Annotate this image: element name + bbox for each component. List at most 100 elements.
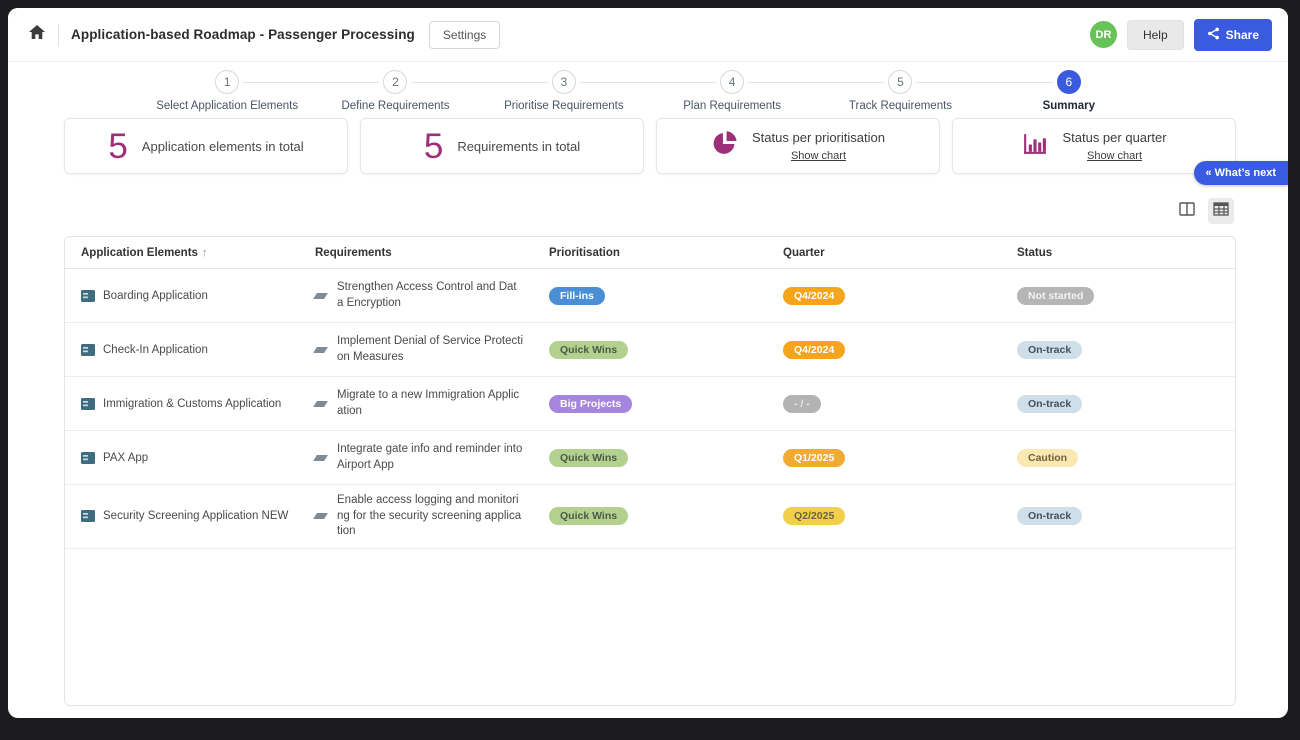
board-view-icon bbox=[1179, 201, 1195, 221]
share-button[interactable]: Share bbox=[1193, 18, 1272, 51]
board-view-toggle[interactable] bbox=[1174, 198, 1200, 224]
table-view-toggle[interactable] bbox=[1208, 198, 1234, 224]
application-element-icon bbox=[81, 451, 95, 464]
home-icon bbox=[29, 25, 45, 44]
avatar[interactable]: DR bbox=[1089, 21, 1117, 48]
home-button[interactable] bbox=[24, 22, 50, 48]
prioritisation-badge: Fill-ins bbox=[549, 286, 605, 305]
status-badge: Caution bbox=[1017, 448, 1079, 467]
step-label: Plan Requirements bbox=[683, 100, 782, 112]
requirement-icon bbox=[313, 346, 328, 353]
step-number: 3 bbox=[551, 70, 576, 94]
settings-button[interactable]: Settings bbox=[428, 20, 501, 49]
elements-total-label: Application elements in total bbox=[141, 138, 304, 154]
requirement-text: Strengthen Access Control and Data Encry… bbox=[337, 280, 517, 309]
requirement-text: Migrate to a new Immigration Application bbox=[337, 388, 520, 417]
requirement-text: Implement Denial of Service Protection M… bbox=[337, 334, 523, 363]
quarter-badge: Q4/2024 bbox=[783, 340, 846, 359]
requirements-total-value: 5 bbox=[423, 126, 444, 166]
summary-table: Application Elements ↑ Requirements Prio… bbox=[64, 236, 1236, 706]
step-number: 1 bbox=[215, 70, 240, 94]
application-element-name: Boarding Application bbox=[103, 289, 208, 302]
column-label: Status bbox=[1017, 247, 1053, 259]
status-badge: On-track bbox=[1017, 507, 1083, 526]
step-summary[interactable]: 6 Summary bbox=[984, 70, 1153, 112]
show-chart-link-prioritisation[interactable]: Show chart bbox=[790, 150, 846, 162]
table-row[interactable]: Boarding Application Strengthen Access C… bbox=[65, 269, 1235, 323]
step-prioritise-requirements[interactable]: 3 Prioritise Requirements bbox=[479, 70, 649, 112]
prioritisation-badge: Quick Wins bbox=[549, 448, 629, 467]
prioritisation-badge: Quick Wins bbox=[549, 507, 629, 526]
summary-cards: 5 Application elements in total 5 Requir… bbox=[64, 118, 1236, 174]
column-header-status[interactable]: Status bbox=[1001, 247, 1235, 259]
status-badge: On-track bbox=[1017, 340, 1083, 359]
step-select-application-elements[interactable]: 1 Select Application Elements bbox=[143, 70, 312, 112]
whats-next-button[interactable]: « What’s next bbox=[1193, 161, 1288, 185]
status-badge: On-track bbox=[1017, 394, 1083, 413]
step-number: 6 bbox=[1056, 70, 1081, 94]
step-number: 2 bbox=[383, 70, 408, 94]
quarter-badge: Q1/2025 bbox=[783, 448, 846, 467]
column-header-quarter[interactable]: Quarter bbox=[767, 247, 1001, 259]
table-row[interactable]: Security Screening Application NEW Enabl… bbox=[65, 485, 1235, 549]
requirement-icon bbox=[313, 292, 328, 299]
requirement-icon bbox=[313, 513, 328, 520]
column-label: Quarter bbox=[783, 247, 825, 259]
requirement-text: Enable access logging and monitoring for… bbox=[337, 494, 522, 538]
topbar-actions: DR Help Share bbox=[1089, 18, 1272, 51]
application-element-name: Immigration & Customs Application bbox=[103, 397, 282, 410]
application-element-name: Security Screening Application NEW bbox=[103, 510, 289, 523]
column-label: Prioritisation bbox=[549, 247, 620, 259]
card-application-elements-total: 5 Application elements in total bbox=[64, 118, 348, 174]
application-element-icon bbox=[81, 397, 95, 410]
requirement-icon bbox=[313, 454, 328, 461]
requirement-text: Integrate gate info and reminder into Ai… bbox=[337, 442, 523, 471]
step-label: Select Application Elements bbox=[156, 100, 299, 112]
card-requirements-total: 5 Requirements in total bbox=[360, 118, 644, 174]
table-header-row: Application Elements ↑ Requirements Prio… bbox=[65, 237, 1235, 269]
card-status-per-quarter: Status per quarter Show chart bbox=[952, 118, 1236, 174]
column-label: Application Elements bbox=[81, 247, 198, 259]
help-button[interactable]: Help bbox=[1126, 19, 1184, 50]
step-track-requirements[interactable]: 5 Track Requirements bbox=[816, 70, 985, 112]
step-plan-requirements[interactable]: 4 Plan Requirements bbox=[647, 70, 817, 112]
pie-chart-icon bbox=[711, 130, 738, 162]
table-row[interactable]: Immigration & Customs Application Migrat… bbox=[65, 377, 1235, 431]
top-bar: Application-based Roadmap - Passenger Pr… bbox=[8, 8, 1288, 62]
column-label: Requirements bbox=[315, 247, 392, 259]
page-title: Application-based Roadmap - Passenger Pr… bbox=[71, 27, 415, 42]
application-element-name: PAX App bbox=[103, 451, 149, 464]
table-row[interactable]: PAX App Integrate gate info and reminder… bbox=[65, 431, 1235, 485]
step-number: 4 bbox=[720, 70, 745, 94]
show-chart-link-quarter[interactable]: Show chart bbox=[1086, 150, 1143, 162]
application-element-name: Check-In Application bbox=[103, 343, 208, 356]
application-element-icon bbox=[81, 510, 95, 523]
prioritisation-badge: Big Projects bbox=[549, 394, 633, 413]
sort-ascending-icon: ↑ bbox=[201, 247, 208, 259]
bar-chart-icon bbox=[1021, 130, 1048, 162]
application-element-icon bbox=[81, 289, 95, 302]
column-header-application-elements[interactable]: Application Elements ↑ bbox=[65, 247, 299, 259]
step-label: Summary bbox=[1042, 100, 1096, 112]
step-label: Define Requirements bbox=[341, 100, 450, 112]
prioritisation-badge: Quick Wins bbox=[549, 340, 629, 359]
column-header-requirements[interactable]: Requirements bbox=[299, 247, 533, 259]
wizard-stepper: 1 Select Application Elements 2 Define R… bbox=[143, 70, 1153, 112]
elements-total-value: 5 bbox=[108, 126, 128, 166]
quarter-badge: - / - bbox=[783, 394, 821, 413]
quarter-badge: Q4/2024 bbox=[783, 286, 846, 305]
table-row[interactable]: Check-In Application Implement Denial of… bbox=[65, 323, 1235, 377]
share-icon bbox=[1207, 27, 1220, 43]
step-label: Prioritise Requirements bbox=[504, 100, 624, 112]
application-element-icon bbox=[81, 343, 95, 356]
requirement-icon bbox=[313, 400, 328, 407]
column-header-prioritisation[interactable]: Prioritisation bbox=[533, 247, 767, 259]
requirements-total-label: Requirements in total bbox=[457, 138, 581, 154]
step-define-requirements[interactable]: 2 Define Requirements bbox=[311, 70, 480, 112]
table-view-icon bbox=[1213, 201, 1229, 221]
card-status-per-prioritisation: Status per prioritisation Show chart bbox=[656, 118, 940, 174]
quarter-badge: Q2/2025 bbox=[783, 507, 846, 526]
share-label: Share bbox=[1225, 27, 1259, 42]
status-per-prioritisation-label: Status per prioritisation bbox=[752, 130, 885, 145]
step-number: 5 bbox=[888, 70, 913, 94]
